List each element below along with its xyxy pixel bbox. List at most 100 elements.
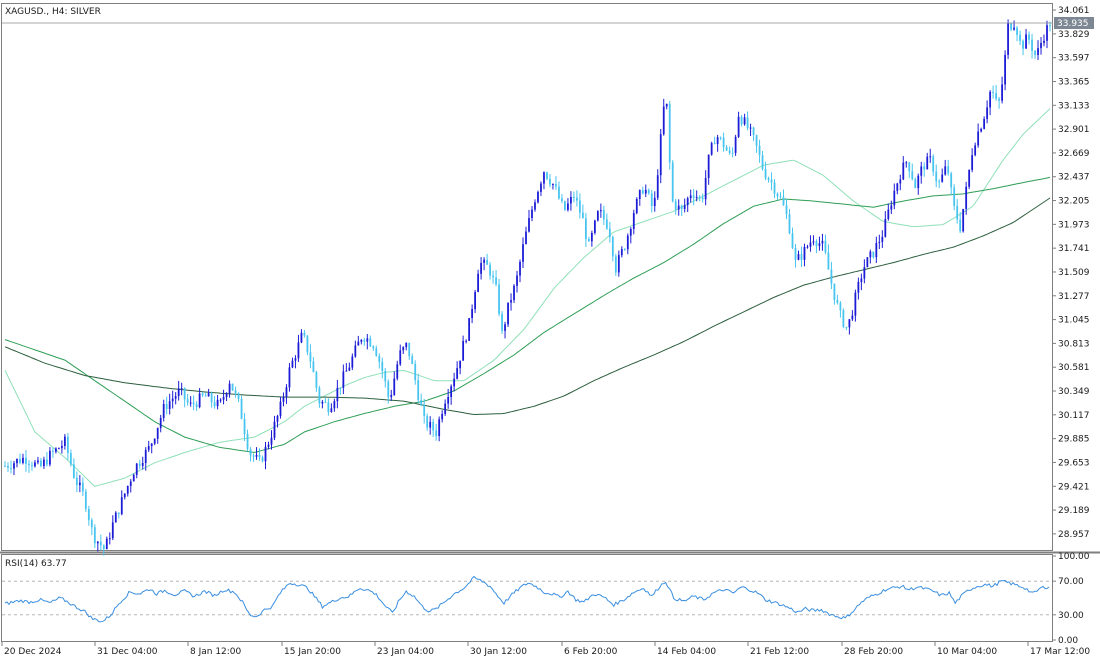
price-tick-label: 32.437	[1058, 173, 1090, 183]
price-tick-label: 31.741	[1058, 244, 1090, 254]
candle-body	[567, 203, 569, 210]
candle-body	[584, 218, 587, 240]
candle-body	[40, 460, 42, 467]
candle-body	[608, 228, 611, 238]
candle-body	[863, 267, 866, 279]
candle-body	[399, 350, 402, 365]
candle-body	[920, 166, 923, 176]
candle-body	[602, 210, 605, 220]
candle-body	[369, 338, 372, 347]
candle-body	[878, 241, 881, 243]
candle-body	[417, 380, 420, 400]
candle-body	[504, 324, 506, 331]
candle-body	[72, 464, 75, 478]
candle-body	[19, 458, 21, 463]
candle-body	[357, 341, 360, 346]
candle-body	[177, 388, 180, 397]
candle-body	[366, 338, 369, 342]
candle-body	[668, 103, 671, 163]
candle-body	[767, 178, 770, 180]
candle-body	[839, 302, 842, 311]
candle-body	[599, 210, 602, 212]
candle-body	[1013, 27, 1015, 30]
candle-body	[779, 196, 782, 198]
candle-body	[1043, 40, 1045, 43]
time-tick-label: 31 Dec 04:00	[97, 647, 158, 657]
rsi-tick-label: 30.00	[1058, 611, 1084, 621]
candle-body	[345, 370, 348, 372]
candle-body	[875, 242, 878, 258]
price-tick-label: 33.365	[1058, 77, 1090, 87]
candle-body	[797, 254, 800, 260]
candle-body	[22, 457, 24, 463]
candle-body	[66, 436, 69, 454]
candle-body	[800, 254, 803, 260]
candle-body	[722, 137, 725, 148]
candle-body	[498, 284, 500, 314]
candle-body	[968, 169, 971, 187]
candle-body	[510, 300, 512, 303]
candle-body	[264, 446, 267, 462]
candle-body	[902, 162, 905, 180]
candle-body	[935, 171, 938, 182]
candle-body	[69, 453, 72, 465]
current-price-badge	[1054, 16, 1094, 29]
candle-body	[755, 135, 758, 146]
candle-body	[141, 463, 144, 466]
moving-average-ma_mid	[4, 176, 1051, 453]
candle-body	[153, 438, 156, 444]
candle-body	[815, 241, 818, 246]
candle-body	[375, 348, 378, 356]
candle-body	[674, 201, 677, 210]
candle-body	[315, 372, 318, 388]
candle-body	[150, 443, 153, 447]
candle-body	[408, 342, 411, 357]
candle-body	[435, 430, 438, 437]
candle-body	[243, 418, 246, 434]
time-tick-label: 28 Feb 20:00	[844, 647, 903, 657]
candle-body	[174, 396, 177, 399]
candle-body	[746, 117, 749, 128]
candle-body	[321, 401, 324, 404]
candle-body	[1034, 50, 1036, 55]
time-tick-label: 6 Feb 20:00	[564, 647, 618, 657]
candle-body	[306, 335, 309, 353]
candle-body	[549, 178, 551, 185]
candle-body	[501, 313, 503, 331]
candle-body	[120, 497, 123, 515]
candle-body	[31, 465, 33, 467]
candle-body	[821, 240, 824, 244]
candle-body	[1022, 40, 1024, 49]
candle-body	[207, 393, 210, 397]
candle-body	[336, 387, 339, 402]
candle-body	[540, 183, 542, 192]
candle-body	[405, 342, 408, 348]
price-tick-label: 31.509	[1058, 268, 1090, 278]
candle-body	[710, 143, 713, 155]
candle-body	[959, 219, 962, 232]
candle-body	[390, 394, 393, 398]
time-tick-label: 8 Jan 12:00	[190, 647, 242, 657]
rsi-tick-label: 0.00	[1058, 636, 1078, 646]
candle-body	[1040, 42, 1042, 49]
candle-body	[192, 402, 195, 405]
candle-body	[578, 200, 581, 213]
candle-body	[372, 346, 375, 349]
candle-body	[144, 449, 147, 464]
candle-body	[342, 371, 345, 388]
candle-body	[228, 383, 231, 394]
candle-body	[872, 251, 875, 258]
candle-body	[456, 368, 459, 379]
candle-body	[261, 457, 264, 462]
current-price-label: 33.935	[1057, 19, 1089, 29]
candle-body	[611, 237, 614, 257]
candle-body	[267, 444, 270, 447]
candle-body	[186, 399, 189, 403]
candle-body	[626, 235, 629, 250]
candle-body	[462, 340, 465, 361]
candle-body	[989, 91, 992, 108]
candle-body	[773, 182, 776, 194]
candle-body	[453, 378, 456, 387]
candle-body	[55, 448, 57, 452]
